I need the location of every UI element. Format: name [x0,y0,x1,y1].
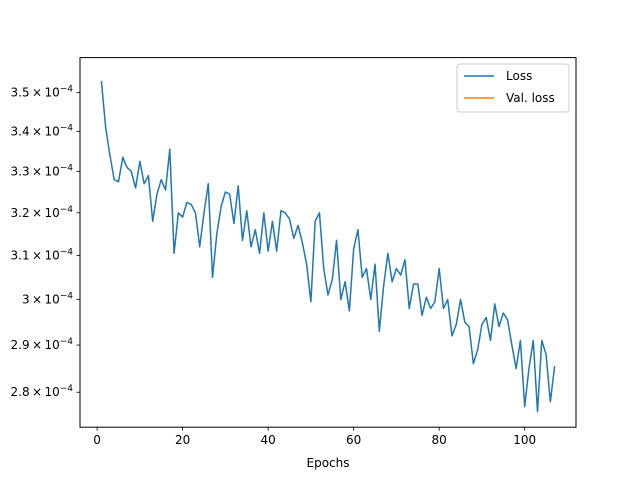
x-axis: 0 20 40 60 80 100 [93,427,536,447]
axes-frame [79,57,577,428]
y-tick-label: 3.4 × 10−4 [11,123,74,138]
series-line-loss [100,80,556,413]
y-tick-label: 2.8 × 10−4 [11,384,74,399]
legend: Loss Val. loss [456,63,570,113]
y-axis: 2.8 × 10−4 2.9 × 10−4 3 × 10−4 3.1 × 10−4 3.… [11,84,80,399]
legend-label-val-loss: Val. loss [506,91,555,105]
y-tick-label: 3.2 × 10−4 [11,205,74,220]
legend-label-loss: Loss [506,69,532,83]
y-tick-label: 3.1 × 10−4 [11,247,74,262]
x-tick-label: 60 [346,433,361,447]
x-tick-label: 80 [432,433,447,447]
plot-area [100,80,556,413]
y-tick-label: 2.9 × 10−4 [11,337,74,352]
y-tick-label: 3.3 × 10−4 [11,163,74,178]
x-tick-label: 20 [175,433,190,447]
y-tick-label: 3 × 10−4 [22,292,73,307]
x-tick-label: 40 [260,433,275,447]
x-tick-label: 0 [93,433,101,447]
x-tick-label: 100 [513,433,536,447]
x-axis-label: Epochs [307,456,350,470]
y-tick-label: 3.5 × 10−4 [11,84,74,99]
